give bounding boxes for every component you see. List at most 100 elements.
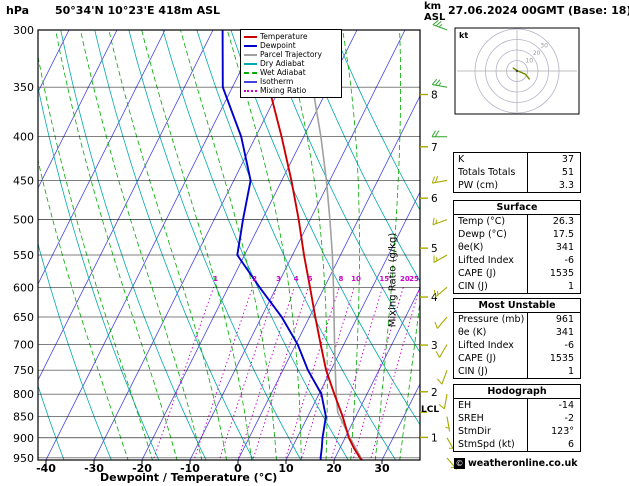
temperature-axis-labels: -40 -30 -20 -10 0 10 20 30 — [36, 460, 390, 475]
mixing-ratio-labels: 1 2 3 4 5 8 10 15 20 25 — [213, 275, 419, 283]
svg-text:500: 500 — [13, 214, 34, 227]
svg-text:10: 10 — [525, 58, 533, 65]
svg-text:20: 20 — [400, 275, 410, 283]
legend-swatch — [244, 71, 257, 74]
svg-text:25: 25 — [409, 275, 419, 283]
hodograph-unit-label: kt — [459, 31, 469, 40]
svg-text:800: 800 — [13, 388, 34, 401]
legend-label: Isotherm — [260, 77, 294, 86]
svg-text:1: 1 — [431, 432, 438, 444]
legend-item: Parcel Trajectory — [244, 50, 338, 59]
stability-indices-table: K 37 Totals Totals 51 PW (cm) 3.3 — [453, 152, 581, 193]
table-row: StmSpd (kt) 6 — [454, 438, 580, 451]
table-row: CIN (J) 1 — [454, 365, 580, 378]
dewpoint-curve — [221, 30, 327, 460]
svg-text:7: 7 — [431, 142, 438, 154]
hodograph-trace — [512, 67, 531, 80]
legend-item: Dewpoint — [244, 41, 338, 50]
svg-text:10: 10 — [351, 275, 361, 283]
row-label: θe(K) — [458, 242, 484, 253]
row-value: -6 — [527, 339, 580, 352]
temperature-axis-title: Dewpoint / Temperature (°C) — [100, 471, 278, 484]
row-label: CIN (J) — [458, 366, 488, 377]
row-value: 341 — [527, 241, 580, 254]
row-label: SREH — [458, 413, 484, 424]
table-row: Temp (°C) 26.3 — [454, 215, 580, 228]
row-value: 1 — [527, 280, 580, 293]
lcl-marker-label: LCL — [421, 405, 440, 415]
row-value: 37 — [527, 153, 580, 166]
pressure-unit-label: hPa — [6, 4, 30, 17]
svg-text:400: 400 — [13, 131, 34, 144]
run-datetime: 27.06.2024 00GMT (Base: 18) — [448, 4, 629, 17]
svg-text:20: 20 — [326, 462, 342, 475]
km-axis-ticks: 1 2 3 4 5 6 7 8 — [420, 90, 438, 444]
svg-text:3: 3 — [276, 275, 281, 283]
svg-text:4: 4 — [294, 275, 299, 283]
svg-text:8: 8 — [338, 275, 343, 283]
row-label: K — [458, 154, 465, 165]
station-location-title: 50°34'N 10°23'E 418m ASL — [55, 4, 221, 17]
table-row: StmDir 123° — [454, 425, 580, 438]
svg-text:5: 5 — [431, 243, 438, 255]
svg-text:30: 30 — [374, 462, 390, 475]
svg-text:850: 850 — [13, 411, 34, 424]
table-row: CIN (J) 1 — [454, 280, 580, 293]
row-value: -2 — [527, 412, 580, 425]
legend-swatch — [244, 44, 257, 47]
legend-swatch — [244, 80, 257, 83]
svg-text:550: 550 — [13, 249, 34, 262]
svg-text:300: 300 — [13, 24, 34, 37]
row-label: CAPE (J) — [458, 353, 497, 364]
legend-item: Temperature — [244, 32, 338, 41]
row-label: Dewp (°C) — [458, 229, 507, 240]
legend: Temperature Dewpoint Parcel Trajectory Dry … — [240, 29, 342, 98]
svg-text:900: 900 — [13, 432, 34, 445]
table-row: Dewp (°C) 17.5 — [454, 228, 580, 241]
svg-text:3: 3 — [431, 340, 438, 352]
row-value: 1535 — [527, 352, 580, 365]
svg-text:20: 20 — [533, 50, 541, 57]
legend-label: Temperature — [260, 32, 308, 41]
row-label: Lifted Index — [458, 255, 514, 266]
pressure-axis-labels: 300 350 400 450 500 550 600 650 700 750 800 850 900 9… — [13, 24, 34, 465]
table-row: CAPE (J) 1535 — [454, 352, 580, 365]
mixing-ratio-axis-label: Mixing Ratio (g/kg) — [387, 232, 399, 328]
svg-text:1: 1 — [213, 275, 218, 283]
copyright-icon: © — [454, 458, 465, 469]
svg-text:-20: -20 — [132, 462, 152, 475]
legend-label: Mixing Ratio — [260, 86, 307, 95]
row-label: Pressure (mb) — [458, 314, 525, 325]
table-row: Totals Totals 51 — [454, 166, 580, 179]
svg-text:8: 8 — [431, 90, 438, 102]
parcel-trajectory-curve — [299, 30, 364, 460]
row-value: 51 — [527, 166, 580, 179]
svg-text:-10: -10 — [180, 462, 200, 475]
legend-swatch — [244, 89, 257, 92]
table-row: Pressure (mb) 961 — [454, 313, 580, 326]
row-value: 123° — [527, 425, 580, 438]
svg-text:450: 450 — [13, 174, 34, 187]
altitude-axis-unit: km ASL — [424, 1, 445, 23]
legend-label: Wet Adiabat — [260, 68, 306, 77]
row-label: StmDir — [458, 426, 491, 437]
svg-text:-40: -40 — [36, 462, 56, 475]
svg-text:5: 5 — [308, 275, 313, 283]
legend-item: Mixing Ratio — [244, 86, 338, 95]
row-value: 1 — [527, 365, 580, 378]
row-label: CAPE (J) — [458, 268, 497, 279]
row-label: Temp (°C) — [458, 216, 506, 227]
row-label: StmSpd (kt) — [458, 439, 515, 450]
svg-text:950: 950 — [13, 452, 34, 465]
table-row: θe (K) 341 — [454, 326, 580, 339]
row-label: Lifted Index — [458, 340, 514, 351]
row-value: 17.5 — [527, 228, 580, 241]
legend-item: Isotherm — [244, 77, 338, 86]
legend-item: Wet Adiabat — [244, 68, 338, 77]
table-row: Lifted Index -6 — [454, 339, 580, 352]
hodograph-table: Hodograph EH -14 SREH -2 StmDir 123° StmSpd… — [453, 384, 581, 452]
table-row: EH -14 — [454, 399, 580, 412]
temperature-curve — [252, 30, 364, 460]
